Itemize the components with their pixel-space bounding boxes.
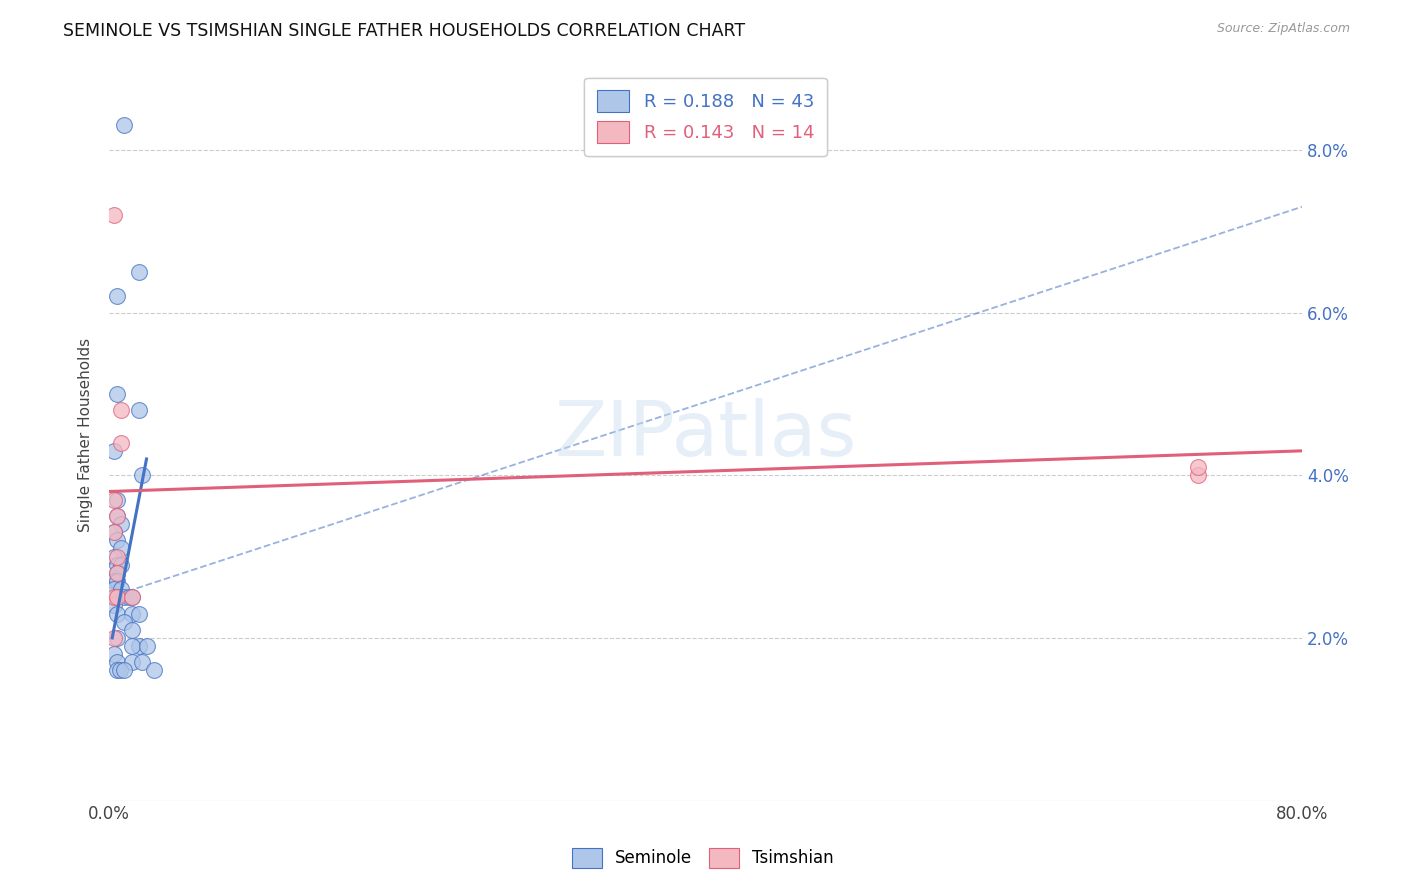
Point <box>128 403 150 417</box>
Point <box>135 639 157 653</box>
Point <box>121 591 143 605</box>
Point <box>121 639 143 653</box>
Point <box>121 623 143 637</box>
Point <box>105 387 128 401</box>
Point <box>131 468 153 483</box>
Point <box>112 615 135 629</box>
Point <box>110 582 132 596</box>
Point <box>121 607 143 621</box>
Point <box>1187 460 1209 475</box>
Point <box>117 591 139 605</box>
Point <box>121 591 143 605</box>
Y-axis label: Single Father Households: Single Father Households <box>79 337 93 532</box>
Point <box>105 566 128 580</box>
Point <box>105 664 128 678</box>
Point <box>131 656 153 670</box>
Point <box>110 541 132 556</box>
Legend: R = 0.188   N = 43, R = 0.143   N = 14: R = 0.188 N = 43, R = 0.143 N = 14 <box>585 78 827 156</box>
Point <box>103 443 125 458</box>
Point <box>103 549 125 564</box>
Text: ZIPatlas: ZIPatlas <box>554 398 856 472</box>
Point <box>103 631 125 645</box>
Point <box>103 525 125 540</box>
Point <box>103 492 125 507</box>
Point <box>105 591 128 605</box>
Point <box>103 525 125 540</box>
Point <box>143 664 166 678</box>
Point <box>105 574 128 588</box>
Point <box>103 647 125 661</box>
Point <box>105 656 128 670</box>
Point <box>103 599 125 613</box>
Point <box>110 516 132 531</box>
Point <box>105 549 128 564</box>
Text: Source: ZipAtlas.com: Source: ZipAtlas.com <box>1216 22 1350 36</box>
Point <box>1187 468 1209 483</box>
Point <box>103 208 125 222</box>
Point <box>105 508 128 523</box>
Point <box>105 607 128 621</box>
Point <box>105 566 128 580</box>
Point <box>103 574 125 588</box>
Point <box>128 607 150 621</box>
Legend: Seminole, Tsimshian: Seminole, Tsimshian <box>565 841 841 875</box>
Point <box>128 639 150 653</box>
Point <box>105 591 128 605</box>
Point <box>105 508 128 523</box>
Point <box>110 403 132 417</box>
Point <box>105 492 128 507</box>
Point <box>110 435 132 450</box>
Point <box>105 631 128 645</box>
Point <box>103 582 125 596</box>
Point <box>112 664 135 678</box>
Point <box>110 558 132 572</box>
Point <box>112 119 135 133</box>
Point <box>105 533 128 548</box>
Point <box>103 591 125 605</box>
Point <box>128 265 150 279</box>
Text: SEMINOLE VS TSIMSHIAN SINGLE FATHER HOUSEHOLDS CORRELATION CHART: SEMINOLE VS TSIMSHIAN SINGLE FATHER HOUS… <box>63 22 745 40</box>
Point <box>105 558 128 572</box>
Point <box>121 656 143 670</box>
Point <box>108 664 131 678</box>
Point <box>112 591 135 605</box>
Point <box>105 289 128 303</box>
